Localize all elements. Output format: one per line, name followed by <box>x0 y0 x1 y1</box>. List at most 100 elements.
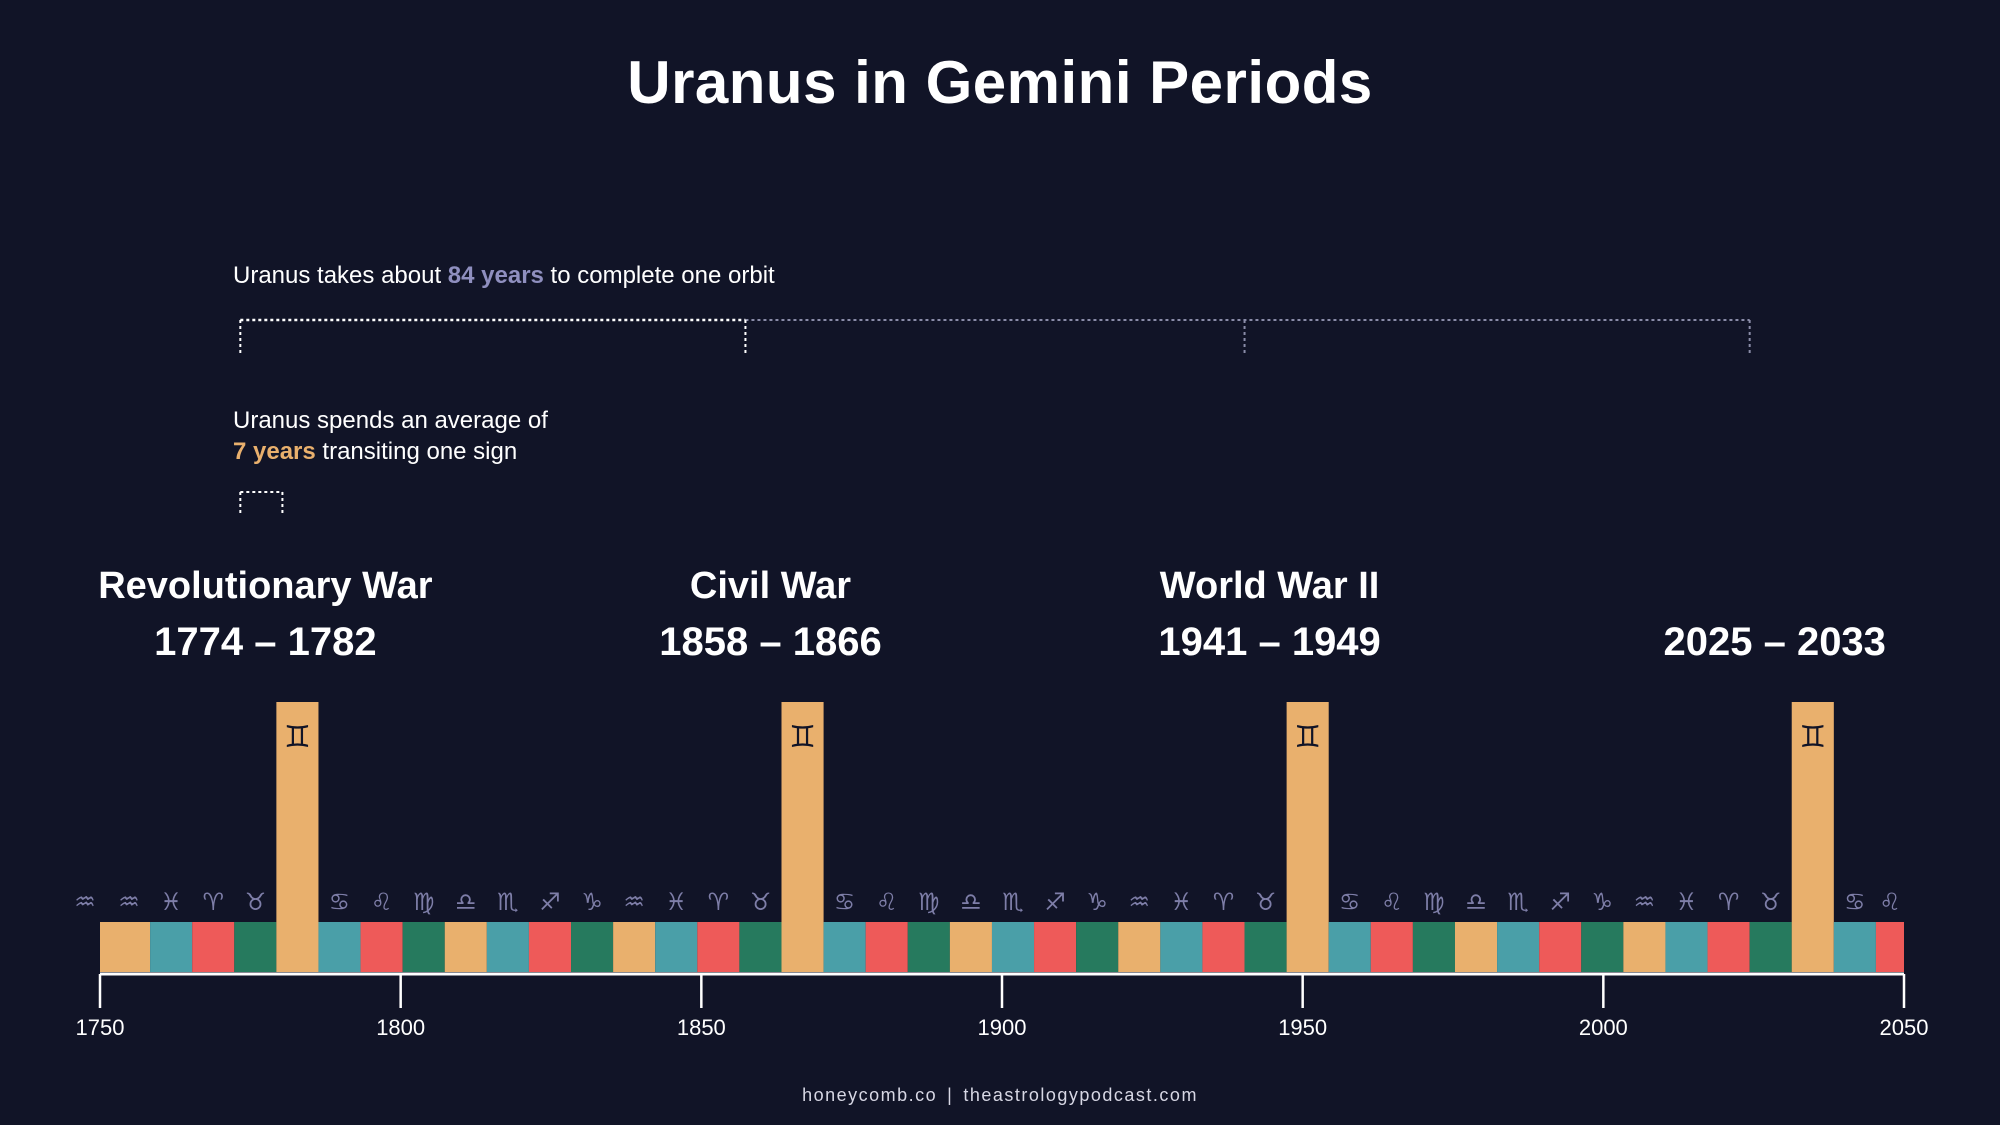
footer-separator: | <box>947 1085 954 1105</box>
x-tick-label-1850: 1850 <box>677 1015 726 1040</box>
sign-segment-taurus <box>739 922 782 972</box>
taurus-glyph-icon: ♉ <box>750 888 772 916</box>
pisces-glyph-icon: ♓ <box>1171 888 1193 916</box>
sign-segment-aquarius <box>108 922 151 972</box>
sign-segment-capricorn <box>1581 922 1624 972</box>
sign-segment-cancer <box>1833 922 1876 972</box>
capricorn-glyph-icon: ♑ <box>581 888 603 916</box>
sign-segment-leo <box>1875 922 1904 972</box>
sign-segment-aries <box>697 922 740 972</box>
taurus-glyph-icon: ♉ <box>245 888 267 916</box>
period-label-0: Revolutionary War <box>98 565 433 607</box>
sign-segment-pisces <box>1665 922 1708 972</box>
sagittarius-glyph-icon: ♐ <box>539 888 561 916</box>
gemini-period-bar <box>1286 702 1329 972</box>
period-label-1: Civil War <box>690 565 851 607</box>
taurus-glyph-icon: ♉ <box>1255 888 1277 916</box>
leo-glyph-icon: ♌ <box>876 888 898 916</box>
scorpio-glyph-icon: ♏ <box>1507 888 1529 916</box>
sign-segment-cancer <box>318 922 361 972</box>
sign-segment-leo <box>865 922 908 972</box>
sign-segment-sagittarius <box>1539 922 1582 972</box>
sign-segment-taurus <box>1749 922 1792 972</box>
gemini-glyph-icon: ♊ <box>789 720 816 755</box>
sign-segment-aries <box>1202 922 1245 972</box>
gemini-glyph-icon: ♊ <box>1294 720 1321 755</box>
cancer-glyph-icon: ♋ <box>1339 888 1361 916</box>
sign-segment-capricorn <box>1076 922 1119 972</box>
aquarius-glyph-icon: ♒ <box>1634 888 1656 916</box>
sign-note-text-end: transiting one sign <box>315 438 518 465</box>
aquarius-glyph-icon: ♒ <box>118 888 140 916</box>
period-dates-0: 1774 – 1782 <box>154 620 376 664</box>
aries-glyph-icon: ♈ <box>1213 888 1235 916</box>
x-tick-label-1950: 1950 <box>1278 1015 1327 1040</box>
sign-segment-scorpio <box>1497 922 1540 972</box>
sign-segment-capricorn <box>571 922 614 972</box>
leo-glyph-icon: ♌ <box>1879 888 1901 916</box>
aries-glyph-icon: ♈ <box>1718 888 1740 916</box>
libra-glyph-icon: ♎ <box>1465 888 1487 916</box>
sagittarius-glyph-icon: ♐ <box>1044 888 1066 916</box>
sign-segment-pisces <box>150 922 193 972</box>
sign-segment-cancer <box>823 922 866 972</box>
taurus-glyph-icon: ♉ <box>1760 888 1782 916</box>
x-tick-label-1750: 1750 <box>76 1015 125 1040</box>
sign-segment-virgo <box>907 922 950 972</box>
sign-segment-partial <box>100 922 108 972</box>
sign-segment-sagittarius <box>1034 922 1077 972</box>
scorpio-glyph-icon: ♏ <box>1002 888 1024 916</box>
sign-segment-pisces <box>655 922 698 972</box>
sign-segment-aquarius <box>1118 922 1161 972</box>
sign-segment-libra <box>1454 922 1498 972</box>
sign-segment-cancer <box>1328 922 1371 972</box>
aquarius-glyph-icon: ♒ <box>623 888 645 916</box>
gemini-period-bar <box>781 702 824 972</box>
x-tick-label-2050: 2050 <box>1880 1015 1929 1040</box>
leo-glyph-icon: ♌ <box>371 888 393 916</box>
sign-segment-scorpio <box>486 922 529 972</box>
sign-segment-scorpio <box>991 922 1035 972</box>
sign-segment-virgo <box>1412 922 1455 972</box>
pisces-glyph-icon: ♓ <box>160 888 182 916</box>
footer-site-honeycomb[interactable]: honeycomb.co <box>802 1085 938 1105</box>
sign-note: Uranus spends an average of 7 years tran… <box>233 405 548 467</box>
sign-segment-aries <box>192 922 235 972</box>
gemini-period-bar <box>1791 702 1834 972</box>
sign-note-line1: Uranus spends an average of <box>233 407 548 434</box>
footer-site-astrology-podcast[interactable]: theastrologypodcast.com <box>963 1085 1198 1105</box>
sign-segment-leo <box>1370 922 1413 972</box>
aries-glyph-icon: ♈ <box>202 888 224 916</box>
gemini-glyph-icon: ♊ <box>284 720 311 755</box>
capricorn-glyph-icon: ♑ <box>1592 888 1614 916</box>
sign-note-line2: 7 years transiting one sign <box>233 436 548 467</box>
virgo-glyph-icon: ♍ <box>413 888 435 916</box>
cancer-glyph-icon: ♋ <box>834 888 856 916</box>
sign-segment-libra <box>949 922 992 972</box>
cancer-glyph-icon: ♋ <box>1844 888 1866 916</box>
sagittarius-glyph-icon: ♐ <box>1549 888 1571 916</box>
gemini-period-bar <box>276 702 319 972</box>
sign-segment-virgo <box>402 922 445 972</box>
sign-segment-taurus <box>1244 922 1287 972</box>
sign-segment-leo <box>360 922 403 972</box>
virgo-glyph-icon: ♍ <box>918 888 940 916</box>
x-tick-label-1900: 1900 <box>978 1015 1027 1040</box>
orbit-years-highlight: 84 years <box>447 262 544 289</box>
sign-segment-aquarius <box>1623 922 1666 972</box>
x-tick-label-1800: 1800 <box>376 1015 425 1040</box>
sign-segment-aquarius <box>613 922 656 972</box>
virgo-glyph-icon: ♍ <box>1423 888 1445 916</box>
period-dates-3: 2025 – 2033 <box>1663 620 1885 664</box>
libra-glyph-icon: ♎ <box>455 888 477 916</box>
aries-glyph-icon: ♈ <box>708 888 730 916</box>
sign-segment-aries <box>1707 922 1750 972</box>
gemini-glyph-icon: ♊ <box>1799 720 1826 755</box>
pisces-glyph-icon: ♓ <box>1676 888 1698 916</box>
period-label-2: World War II <box>1160 565 1380 607</box>
scorpio-glyph-icon: ♏ <box>497 888 519 916</box>
capricorn-glyph-icon: ♑ <box>1086 888 1108 916</box>
period-dates-1: 1858 – 1866 <box>659 620 881 664</box>
aquarius-glyph-icon: ♒ <box>74 888 96 916</box>
sign-segment-libra <box>444 922 487 972</box>
